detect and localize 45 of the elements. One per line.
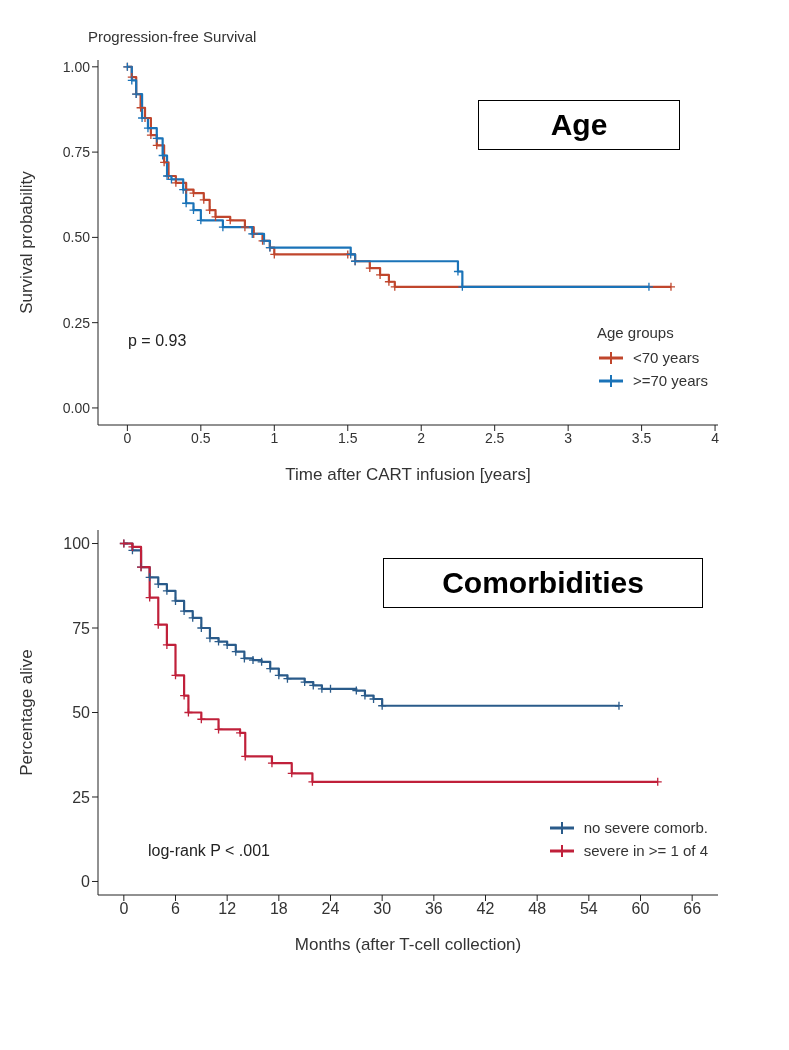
text-box: Comorbidities: [383, 558, 703, 608]
x-tick-label: 2.5: [484, 429, 505, 446]
x-tick-label: 24: [321, 900, 340, 918]
y-tick-label: 75: [72, 619, 91, 637]
x-tick-label: 54: [579, 900, 598, 918]
y-axis-title: Survival probability: [17, 170, 37, 314]
x-tick-label: 60: [631, 900, 650, 918]
x-tick-label: 42: [476, 900, 495, 918]
x-axis-title: Time after CART infusion [years]: [285, 465, 531, 484]
legend-label: <70 years: [632, 349, 700, 366]
x-tick-label: 2: [417, 429, 426, 446]
chart-title: Progression-free Survival: [88, 28, 258, 47]
y-tick-label: 0.50: [62, 229, 91, 246]
y-tick-label: 100: [63, 535, 91, 553]
x-tick-label: 18: [269, 900, 288, 918]
x-tick-label: 3.5: [631, 429, 652, 446]
x-tick-label: 12: [218, 900, 237, 918]
x-tick-label: 48: [528, 900, 547, 918]
legend-title: Age groups: [596, 324, 675, 341]
y-axis-title: Percentage alive: [17, 649, 37, 776]
x-tick-label: 66: [683, 900, 702, 918]
x-axis-title: Months (after T-cell collection): [294, 935, 522, 954]
legend-label: severe in >= 1 of 4: [583, 842, 708, 859]
x-tick-label: 4: [711, 429, 720, 446]
y-tick-label: 1.00: [62, 58, 91, 75]
x-tick-label: 36: [424, 900, 443, 918]
x-tick-label: 1: [270, 429, 279, 446]
annotation: p = 0.93: [128, 332, 187, 350]
y-tick-label: 50: [72, 704, 91, 722]
annotation: log-rank P < .001: [148, 842, 271, 860]
legend-label: no severe comorb.: [583, 819, 708, 836]
x-tick-label: 0.5: [191, 429, 211, 446]
x-tick-label: 1.5: [338, 429, 358, 446]
y-tick-label: 0.75: [62, 144, 91, 161]
text-box: Age: [478, 100, 680, 150]
y-tick-label: 0.00: [62, 399, 91, 416]
x-tick-label: 0: [119, 900, 129, 918]
y-tick-label: 0: [81, 873, 91, 891]
x-tick-label: 0: [123, 429, 132, 446]
legend-label: >=70 years: [632, 372, 708, 389]
x-tick-label: 30: [373, 900, 392, 918]
y-tick-label: 25: [72, 788, 91, 806]
y-tick-label: 0.25: [62, 314, 91, 331]
x-tick-label: 6: [171, 900, 181, 918]
x-tick-label: 3: [564, 429, 573, 446]
